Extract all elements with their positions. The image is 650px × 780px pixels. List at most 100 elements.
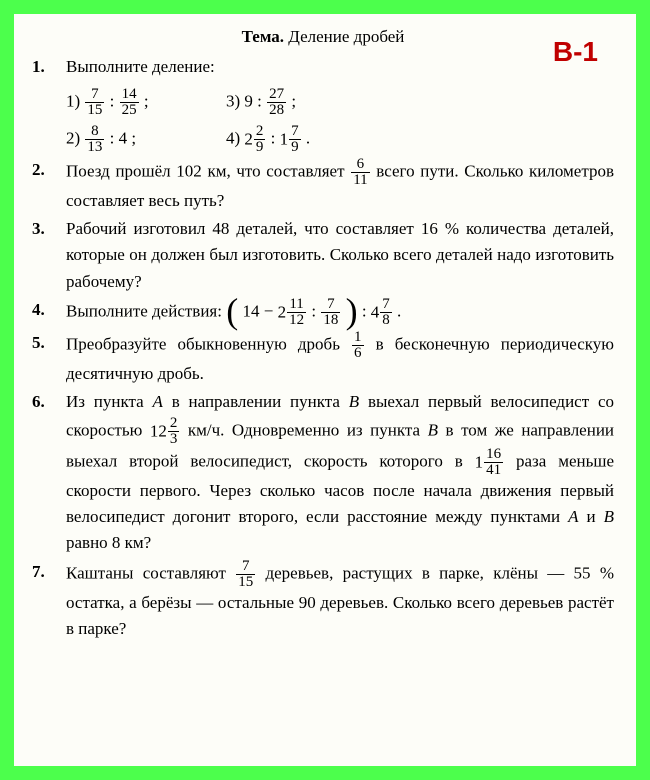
problem-3: 3. Рабочий изготовил 48 деталей, что сос… xyxy=(32,216,614,295)
header-label: Тема. xyxy=(242,27,284,46)
fraction: 23 xyxy=(168,416,180,447)
problem-1: 1. Выполните деление: 1) 715 : 1425 ; 3)… xyxy=(32,54,614,154)
denom: 15 xyxy=(236,574,255,590)
text: Рабочий изготовил 48 деталей, что состав… xyxy=(66,219,614,291)
p1-sub-4: 4) 229 : 179 . xyxy=(226,124,386,155)
var-B: B xyxy=(604,507,614,526)
op: : xyxy=(271,128,276,147)
op: : xyxy=(362,301,371,320)
var-B: B xyxy=(349,392,359,411)
problem-number: 6. xyxy=(32,389,66,415)
denom: 15 xyxy=(85,102,104,118)
label: 3) xyxy=(226,91,240,110)
op: : xyxy=(311,301,320,320)
problem-6: 6. Из пункта A в направлении пункта B вы… xyxy=(32,389,614,556)
whole: 12 xyxy=(150,421,167,440)
p1-row2: 2) 813 : 4 ; 4) 229 : 179 . xyxy=(66,124,614,155)
denom: 6 xyxy=(352,345,364,361)
numer: 7 xyxy=(321,297,340,312)
denom: 9 xyxy=(254,139,266,155)
problem-number: 3. xyxy=(32,216,66,242)
whole: 1 xyxy=(280,129,289,148)
p1-sub-1: 1) 715 : 1425 ; xyxy=(66,87,226,118)
denom: 11 xyxy=(351,172,369,188)
page-header: Тема. Деление дробей xyxy=(32,24,614,50)
punct: ; xyxy=(291,91,296,110)
problem-number: 4. xyxy=(32,297,66,323)
expr: 14 − xyxy=(242,301,277,320)
fraction: 715 xyxy=(236,559,255,590)
variant-badge: В-1 xyxy=(553,30,598,73)
worksheet-page: Тема. Деление дробей В-1 1. Выполните де… xyxy=(0,0,650,780)
text: в направлении пункта xyxy=(163,392,349,411)
mixed-number: 1223 xyxy=(150,416,181,447)
numer: 7 xyxy=(85,87,104,102)
label: 1) xyxy=(66,91,80,110)
p1-row1: 1) 715 : 1425 ; 3) 9 : 2728 ; xyxy=(66,87,614,118)
numer: 11 xyxy=(287,297,306,312)
problem-number: 2. xyxy=(32,157,66,183)
text: и xyxy=(579,507,604,526)
problem-number: 5. xyxy=(32,330,66,356)
punct: . xyxy=(306,128,310,147)
problem-4: 4. Выполните действия: ( 14 − 21112 : 71… xyxy=(32,297,614,328)
fraction: 715 xyxy=(85,87,104,118)
whole: 4 xyxy=(371,302,380,321)
numer: 1 xyxy=(352,330,364,345)
numer: 7 xyxy=(236,559,255,574)
problem-body: Выполните деление: 1) 715 : 1425 ; 3) 9 … xyxy=(66,54,614,154)
op: : xyxy=(110,91,115,110)
var-A: A xyxy=(568,507,578,526)
var-A: A xyxy=(153,392,163,411)
text: Из пункта xyxy=(66,392,153,411)
fraction: 29 xyxy=(254,124,266,155)
punct: . xyxy=(397,301,401,320)
punct: ; xyxy=(131,128,136,147)
rhs: 4 xyxy=(119,128,128,147)
mixed-number: 229 xyxy=(244,124,266,155)
fraction: 1641 xyxy=(484,447,503,478)
numer: 14 xyxy=(120,87,139,102)
p1-intro: Выполните деление: xyxy=(66,57,215,76)
numer: 16 xyxy=(484,447,503,462)
op: : xyxy=(110,128,115,147)
denom: 13 xyxy=(85,139,104,155)
p1-sub-2: 2) 813 : 4 ; xyxy=(66,124,226,155)
denom: 8 xyxy=(380,312,392,328)
numer: 2 xyxy=(168,416,180,431)
numer: 7 xyxy=(289,124,301,139)
text: Поезд прошёл 102 км, что составляет xyxy=(66,161,350,180)
problem-2: 2. Поезд прошёл 102 км, что составляет 6… xyxy=(32,157,614,214)
fraction: 611 xyxy=(351,157,369,188)
fraction: 78 xyxy=(380,297,392,328)
mixed-number: 478 xyxy=(371,297,393,328)
mixed-number: 179 xyxy=(280,124,302,155)
problem-body: Из пункта A в направлении пункта B выеха… xyxy=(66,389,614,556)
denom: 12 xyxy=(287,312,306,328)
problem-7: 7. Каштаны составляют 715 деревьев, раст… xyxy=(32,559,614,643)
mixed-number: 11641 xyxy=(475,447,505,478)
fraction: 813 xyxy=(85,124,104,155)
text: Преобразуйте обыкновенную дробь xyxy=(66,334,351,353)
problem-5: 5. Преобразуйте обыкновенную дробь 16 в … xyxy=(32,330,614,387)
mixed-number: 21112 xyxy=(278,297,308,328)
lhs: 9 xyxy=(244,91,253,110)
denom: 3 xyxy=(168,431,180,447)
numer: 2 xyxy=(254,124,266,139)
fraction: 79 xyxy=(289,124,301,155)
problem-body: Преобразуйте обыкновенную дробь 16 в бес… xyxy=(66,330,614,387)
problem-number: 7. xyxy=(32,559,66,585)
p1-sub-3: 3) 9 : 2728 ; xyxy=(226,87,386,118)
denom: 18 xyxy=(321,312,340,328)
whole: 1 xyxy=(475,452,484,471)
problem-body: Поезд прошёл 102 км, что составляет 611 … xyxy=(66,157,614,214)
denom: 28 xyxy=(267,102,286,118)
denom: 41 xyxy=(484,462,503,478)
problem-body: Рабочий изготовил 48 деталей, что состав… xyxy=(66,216,614,295)
problem-body: Выполните действия: ( 14 − 21112 : 718 )… xyxy=(66,297,614,328)
var-B: B xyxy=(428,420,438,439)
fraction: 718 xyxy=(321,297,340,328)
text: Выполните действия: xyxy=(66,301,226,320)
label: 4) xyxy=(226,128,240,147)
header-title: Деление дробей xyxy=(288,27,404,46)
